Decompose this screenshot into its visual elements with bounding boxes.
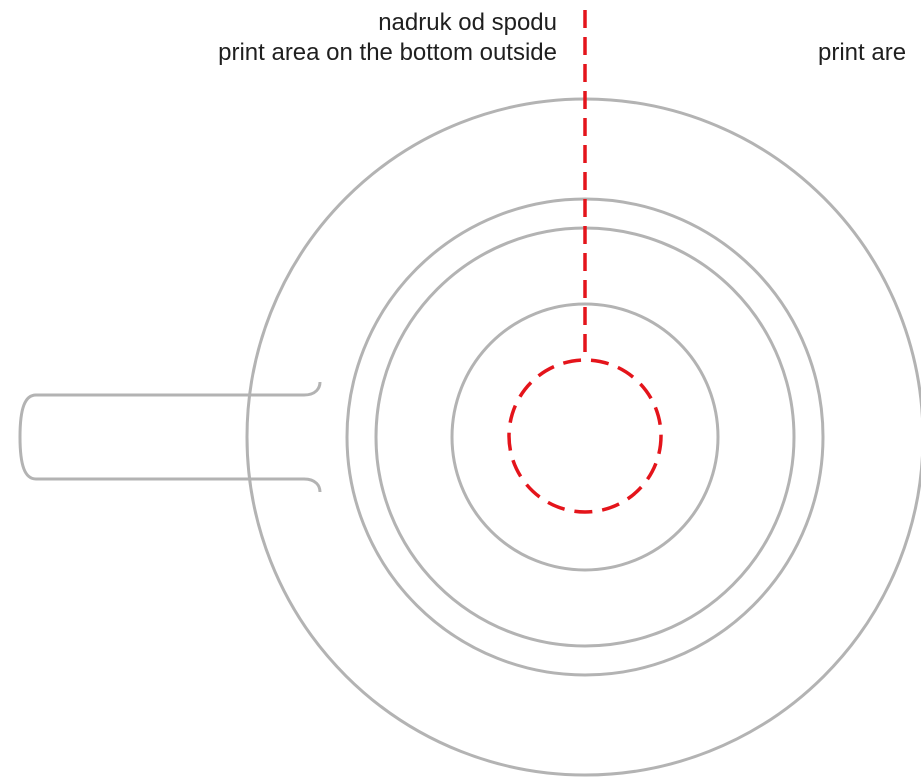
bottom-print-label-pl: nadruk od spodu [378, 9, 557, 36]
mug-bottom [450, 302, 720, 572]
mug-handle [18, 381, 322, 493]
side-print-label-partial: print are [818, 39, 907, 66]
bottom-print-label-en: print area on the bottom outside [218, 39, 557, 66]
bottom-print-label: nadruk od spodu print area on the bottom… [218, 8, 557, 68]
print-area-circle-icon [507, 358, 663, 514]
